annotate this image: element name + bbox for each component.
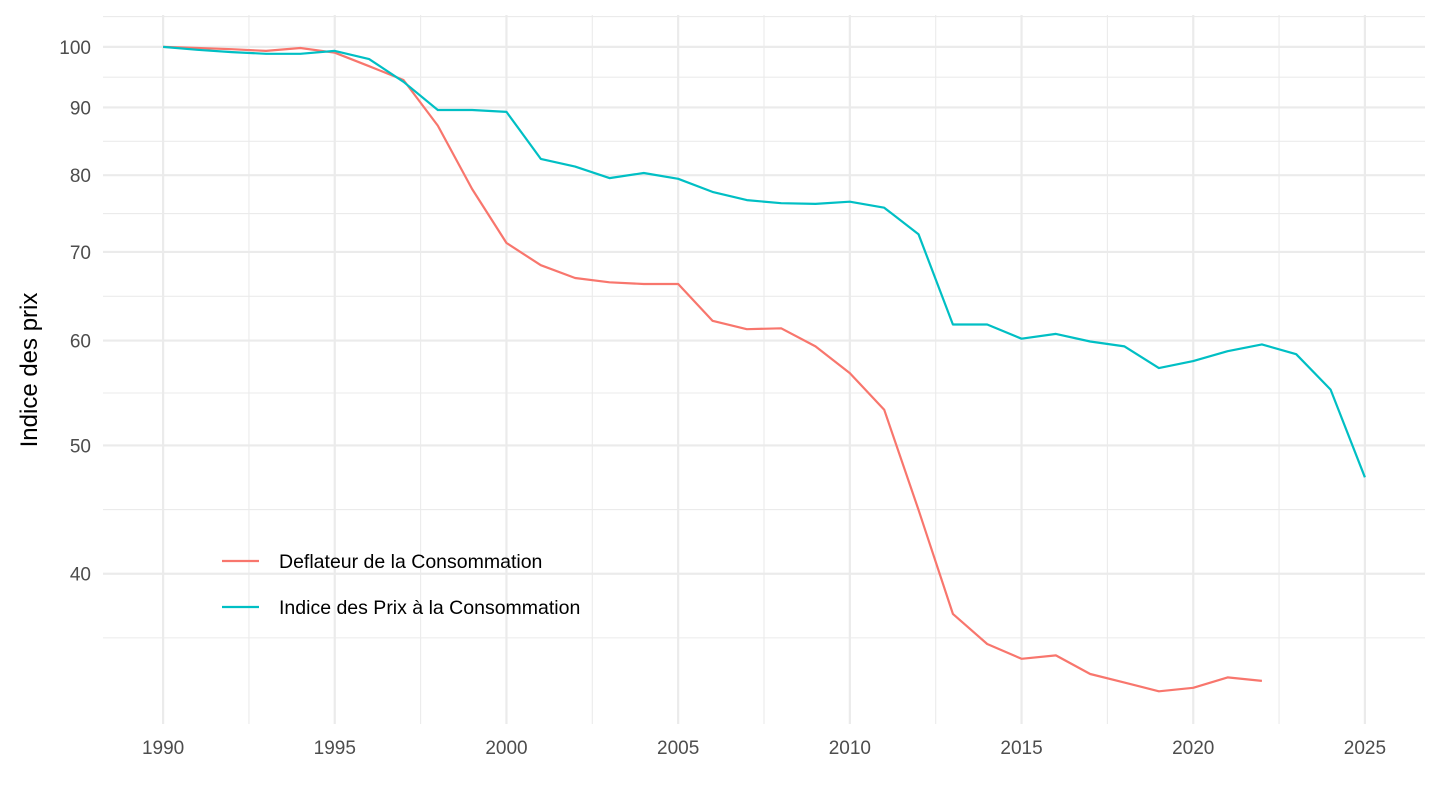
y-tick-label: 50 bbox=[70, 436, 91, 457]
legend-label-ipc: Indice des Prix à la Consommation bbox=[279, 597, 580, 619]
x-tick-label: 2005 bbox=[657, 738, 699, 759]
x-tick-label: 2015 bbox=[1000, 738, 1042, 759]
y-tick-label: 40 bbox=[70, 565, 91, 586]
x-tick-label: 2025 bbox=[1344, 738, 1386, 759]
minor-x-gridlines bbox=[248, 15, 1280, 724]
y-tick-label: 90 bbox=[70, 98, 91, 119]
series-line-ipc bbox=[163, 45, 1366, 478]
x-tick-label: 2010 bbox=[829, 738, 871, 759]
y-axis-title: Indice des prix bbox=[16, 293, 43, 448]
x-tick-label: 1995 bbox=[314, 738, 356, 759]
y-tick-label: 80 bbox=[70, 166, 91, 187]
x-tick-label: 1990 bbox=[142, 738, 184, 759]
series-lines bbox=[163, 45, 1366, 693]
x-tick-label: 2020 bbox=[1172, 738, 1214, 759]
major-x-gridlines bbox=[161, 15, 1367, 724]
y-axis-tick-labels: 40 50 60 70 80 90 100 bbox=[59, 38, 91, 586]
major-y-gridlines bbox=[103, 45, 1425, 575]
y-tick-label: 70 bbox=[70, 243, 91, 264]
x-tick-label: 2000 bbox=[485, 738, 527, 759]
legend-label-deflateur: Deflateur de la Consommation bbox=[279, 551, 542, 573]
y-tick-label: 100 bbox=[59, 38, 91, 59]
series-line-deflateur bbox=[163, 45, 1263, 693]
legend: Deflateur de la Consommation Indice des P… bbox=[222, 551, 580, 619]
x-axis-tick-labels: 1990 1995 2000 2005 2010 2015 2020 2025 bbox=[142, 738, 1386, 759]
y-tick-label: 60 bbox=[70, 332, 91, 353]
